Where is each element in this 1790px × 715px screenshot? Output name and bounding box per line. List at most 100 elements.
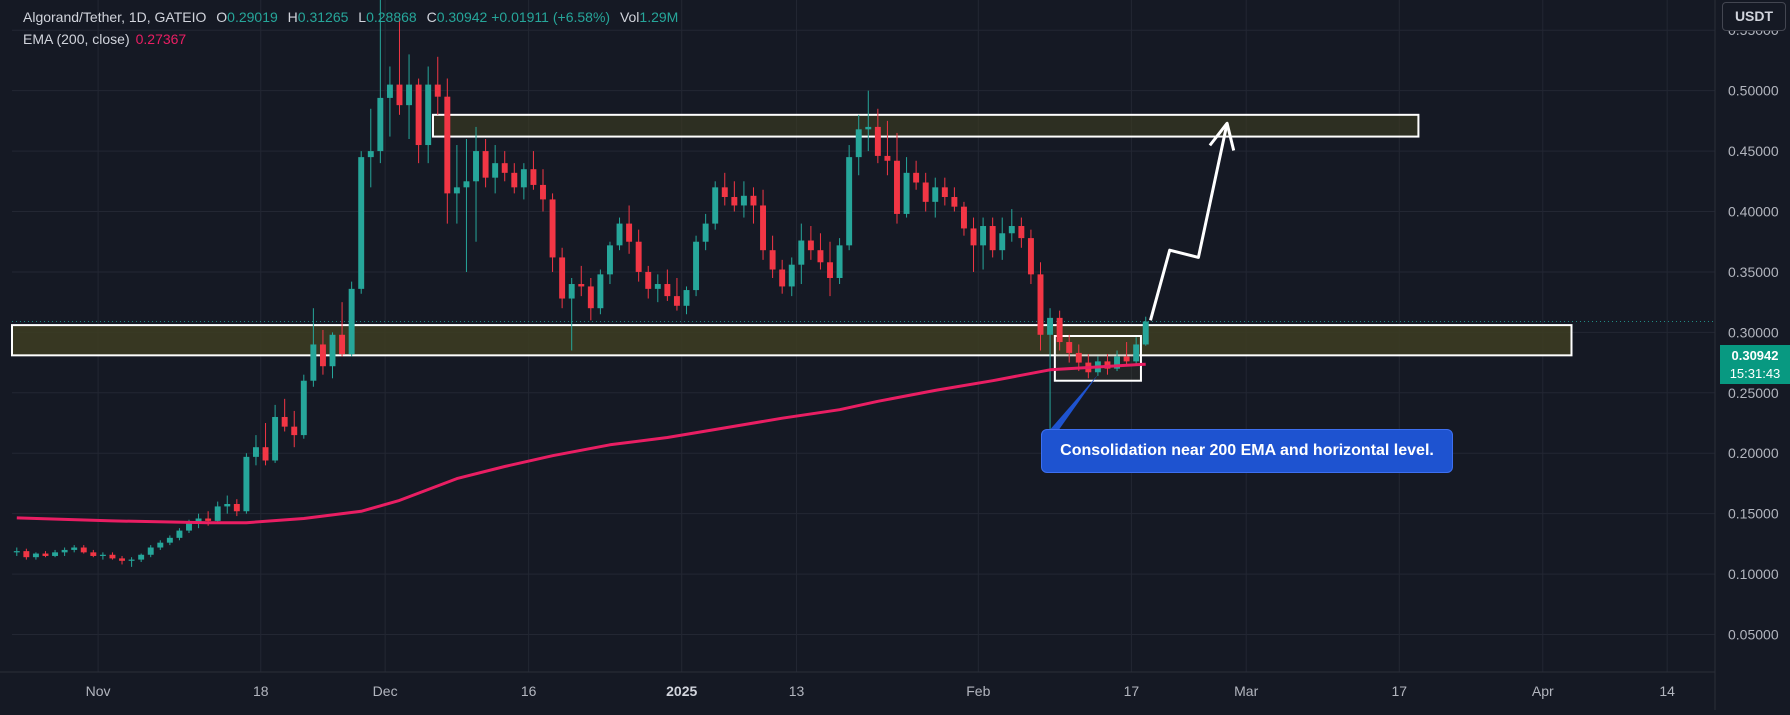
candle-down	[80, 547, 87, 553]
time-tick-label: 18	[253, 683, 269, 699]
candle-up	[798, 240, 805, 265]
candle-up	[138, 554, 145, 560]
ohlc-row: Algorand/Tether, 1D, GATEIO O0.29019 H 0.…	[23, 6, 678, 28]
candle-up	[1047, 317, 1054, 335]
candle-down	[444, 96, 451, 194]
consolidation-callout[interactable]: Consolidation near 200 EMA and horizonta…	[1041, 429, 1453, 473]
candle-up	[693, 241, 700, 291]
time-tick-label: Dec	[373, 683, 398, 699]
candle-down	[578, 284, 585, 287]
volume-value: 1.29M	[639, 9, 679, 25]
candle-down	[23, 551, 30, 558]
candle-up	[128, 559, 135, 561]
candle-down	[1027, 238, 1034, 275]
candle-up	[846, 157, 853, 246]
candle-up	[214, 506, 221, 521]
candle-down	[750, 195, 757, 206]
candle-down	[109, 554, 116, 559]
projection-path	[1149, 122, 1229, 321]
ema-value: 0.27367	[135, 31, 187, 47]
resistance-zone	[431, 113, 1420, 138]
candle-up	[13, 551, 20, 553]
candle-down	[1066, 342, 1073, 353]
candle-up	[980, 226, 987, 246]
candle-up	[568, 284, 575, 299]
candle-up	[616, 223, 623, 246]
bar-countdown: 15:31:43	[1729, 366, 1781, 381]
candle-up	[300, 380, 307, 436]
candle-down	[817, 250, 824, 263]
candle-down	[291, 426, 298, 436]
candle-down	[673, 296, 680, 306]
candle-down	[530, 169, 537, 185]
ema-label: EMA (200, close)	[23, 31, 130, 47]
candle-up	[377, 97, 384, 152]
candle-down	[205, 518, 212, 521]
price-tick-label: 0.40000	[1728, 204, 1779, 220]
price-tick-label: 0.20000	[1728, 445, 1779, 461]
open-label: O	[216, 9, 228, 25]
candle-up	[932, 187, 939, 202]
price-tick-label: 0.25000	[1728, 385, 1779, 401]
candle-up	[253, 447, 259, 457]
price-tick-label: 0.05000	[1728, 627, 1779, 643]
candle-down	[396, 84, 403, 106]
candle-down	[827, 262, 833, 278]
price-tick-label: 0.45000	[1728, 143, 1779, 159]
chart-legend: Algorand/Tether, 1D, GATEIO O0.29019 H 0.…	[23, 6, 678, 50]
candle-down	[501, 163, 508, 173]
open-value: 0.29019	[227, 9, 278, 25]
currency-selector[interactable]: USDT	[1722, 2, 1786, 31]
candle-up	[788, 264, 795, 287]
candle-up	[492, 163, 499, 178]
candle-down	[970, 228, 977, 246]
candle-down	[922, 182, 929, 202]
last-price: 0.30942	[1731, 348, 1779, 363]
candle-up	[1142, 321, 1149, 345]
ema-200-line	[16, 362, 1146, 525]
candle-up	[999, 233, 1006, 251]
volume-label: Vol	[619, 9, 640, 25]
candle-up	[683, 290, 690, 306]
candle-up	[597, 274, 604, 309]
candle-down	[119, 558, 125, 561]
candle-down	[645, 271, 652, 289]
price-tick-label: 0.35000	[1728, 264, 1779, 280]
high-label: H	[287, 9, 298, 25]
ema-row[interactable]: EMA (200, close) 0.27367	[23, 28, 678, 50]
candle-up	[310, 344, 317, 381]
time-tick-label: Apr	[1532, 683, 1554, 699]
candle-up	[71, 547, 78, 550]
close-value: 0.30942	[436, 9, 488, 25]
candle-up	[329, 334, 336, 367]
candle-down	[941, 187, 948, 198]
candle-down	[233, 504, 240, 512]
candle-up	[473, 151, 479, 182]
candle-up	[386, 84, 393, 98]
candle-down	[960, 206, 967, 229]
symbol-title[interactable]: Algorand/Tether, 1D, GATEIO	[23, 9, 207, 25]
candle-down	[1037, 274, 1044, 335]
candle-down	[549, 199, 556, 258]
low-value: 0.28868	[366, 9, 417, 25]
candle-up	[903, 172, 910, 214]
callout-pointer	[1041, 374, 1098, 455]
candle-up	[186, 523, 192, 531]
candle-down	[913, 172, 920, 183]
candle-up	[52, 552, 59, 556]
last-price-tag: 0.30942 15:31:43	[1720, 345, 1790, 384]
candle-down	[731, 197, 738, 206]
candle-down	[894, 160, 900, 214]
candle-down	[90, 552, 97, 556]
candle-up	[272, 416, 279, 461]
candle-up	[836, 245, 843, 278]
candle-down	[807, 240, 814, 251]
close-label: C	[426, 9, 437, 25]
time-tick-label: Feb	[966, 683, 990, 699]
time-tick-label: 2025	[666, 683, 697, 699]
projection-arrowhead	[1208, 121, 1236, 151]
candle-down	[626, 223, 633, 242]
candle-up	[176, 530, 183, 538]
